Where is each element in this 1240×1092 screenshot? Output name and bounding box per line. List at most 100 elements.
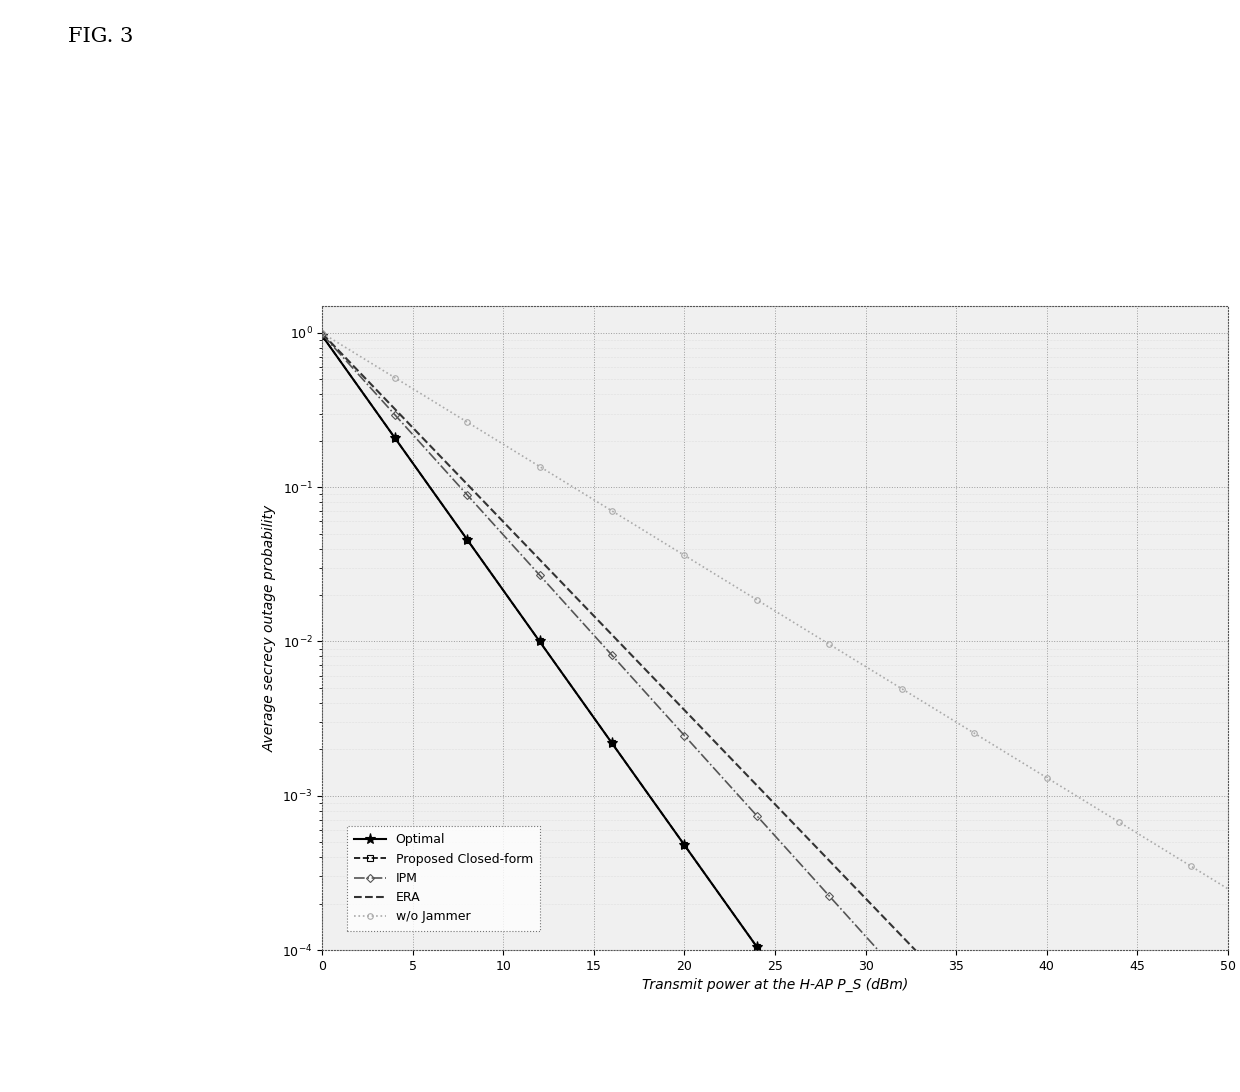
ERA xyxy=(424,440,439,453)
IPM xyxy=(496,529,511,542)
Proposed Closed-form xyxy=(605,737,620,750)
w/o Jammer xyxy=(786,616,801,629)
ERA xyxy=(496,515,511,529)
Proposed Closed-form xyxy=(532,634,547,648)
IPM xyxy=(930,1010,945,1023)
Proposed Closed-form xyxy=(351,380,366,393)
IPM xyxy=(351,368,366,381)
IPM xyxy=(605,649,620,662)
w/o Jammer xyxy=(930,704,945,717)
Line: Proposed Closed-form: Proposed Closed-form xyxy=(319,333,1231,1092)
w/o Jammer xyxy=(460,416,475,429)
w/o Jammer xyxy=(1111,816,1126,829)
Text: FIG. 3: FIG. 3 xyxy=(68,27,134,46)
w/o Jammer xyxy=(749,593,764,606)
Optimal xyxy=(749,940,764,953)
ERA xyxy=(1003,1043,1018,1056)
ERA xyxy=(713,741,728,755)
w/o Jammer xyxy=(1075,793,1090,806)
ERA xyxy=(967,1005,982,1018)
w/o Jammer xyxy=(605,505,620,518)
Proposed Closed-form xyxy=(786,992,801,1005)
IPM xyxy=(387,408,402,422)
w/o Jammer xyxy=(822,638,837,651)
ERA xyxy=(315,328,330,341)
ERA xyxy=(460,477,475,490)
IPM xyxy=(1003,1090,1018,1092)
Line: ERA: ERA xyxy=(322,334,1228,1092)
Proposed Closed-form xyxy=(496,584,511,597)
Optimal xyxy=(460,533,475,546)
w/o Jammer xyxy=(1039,771,1054,784)
Line: IPM: IPM xyxy=(320,332,1230,1092)
Optimal xyxy=(822,1042,837,1055)
ERA xyxy=(786,817,801,830)
IPM xyxy=(677,729,692,743)
ERA xyxy=(532,553,547,566)
w/o Jammer xyxy=(315,327,330,340)
IPM xyxy=(315,328,330,341)
w/o Jammer xyxy=(967,726,982,739)
ERA xyxy=(749,779,764,792)
w/o Jammer xyxy=(496,438,511,451)
IPM xyxy=(967,1049,982,1063)
w/o Jammer xyxy=(351,349,366,363)
Line: Optimal: Optimal xyxy=(317,331,1233,1092)
w/o Jammer xyxy=(677,549,692,562)
Proposed Closed-form xyxy=(822,1042,837,1055)
w/o Jammer xyxy=(1148,838,1163,851)
w/o Jammer xyxy=(1003,749,1018,762)
Optimal xyxy=(532,634,547,648)
Optimal xyxy=(387,431,402,444)
w/o Jammer xyxy=(387,371,402,384)
IPM xyxy=(424,448,439,461)
IPM xyxy=(786,850,801,863)
IPM xyxy=(568,608,583,621)
Proposed Closed-form xyxy=(315,330,330,343)
ERA xyxy=(641,666,656,679)
Optimal xyxy=(786,992,801,1005)
Proposed Closed-form xyxy=(749,940,764,953)
ERA xyxy=(677,703,692,716)
Proposed Closed-form xyxy=(641,787,656,800)
ERA xyxy=(387,403,402,416)
ERA xyxy=(1039,1080,1054,1092)
w/o Jammer xyxy=(894,682,909,696)
Optimal xyxy=(568,686,583,699)
Proposed Closed-form xyxy=(677,839,692,852)
ERA xyxy=(822,854,837,867)
IPM xyxy=(822,890,837,903)
ERA xyxy=(858,892,873,905)
w/o Jammer xyxy=(1220,882,1235,895)
w/o Jammer xyxy=(532,460,547,473)
w/o Jammer xyxy=(858,660,873,673)
Proposed Closed-form xyxy=(387,431,402,444)
IPM xyxy=(460,488,475,501)
IPM xyxy=(749,809,764,822)
Proposed Closed-form xyxy=(460,533,475,546)
IPM xyxy=(713,769,728,782)
Optimal xyxy=(677,839,692,852)
Optimal xyxy=(351,380,366,393)
Optimal xyxy=(605,737,620,750)
ERA xyxy=(568,591,583,604)
Y-axis label: Average secrecy outage probability: Average secrecy outage probability xyxy=(263,505,277,751)
IPM xyxy=(532,569,547,582)
Proposed Closed-form xyxy=(713,890,728,903)
IPM xyxy=(641,689,656,702)
IPM xyxy=(858,929,873,942)
w/o Jammer xyxy=(641,526,656,539)
w/o Jammer xyxy=(713,571,728,584)
ERA xyxy=(351,365,366,378)
Optimal xyxy=(424,483,439,496)
w/o Jammer xyxy=(568,483,583,496)
X-axis label: Transmit power at the H-AP P_S (dBm): Transmit power at the H-AP P_S (dBm) xyxy=(642,978,908,993)
Line: w/o Jammer: w/o Jammer xyxy=(320,331,1230,891)
Optimal xyxy=(496,584,511,597)
ERA xyxy=(930,968,945,981)
Optimal xyxy=(641,787,656,800)
ERA xyxy=(605,628,620,641)
Optimal xyxy=(713,890,728,903)
IPM xyxy=(894,970,909,983)
w/o Jammer xyxy=(424,393,439,406)
